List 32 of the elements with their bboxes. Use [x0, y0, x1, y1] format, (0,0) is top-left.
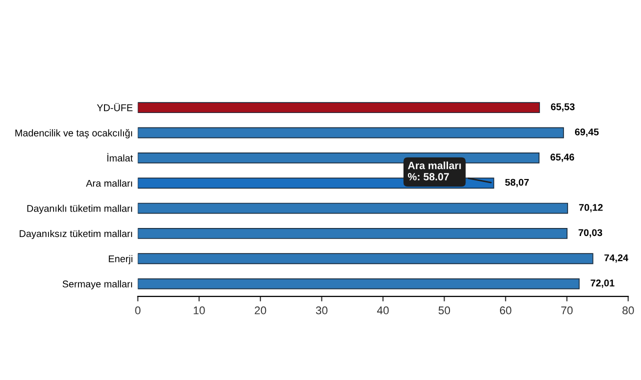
x-tick-label: 60 — [500, 306, 512, 314]
y-tick-label: Sermaye malları — [62, 280, 132, 290]
y-tick-label: YD-ÜFE — [96, 102, 133, 112]
x-tick-label: 80 — [622, 306, 634, 314]
x-tick-label: 20 — [254, 306, 266, 314]
bar — [138, 102, 540, 114]
data-label: 65,46 — [550, 154, 574, 162]
data-label: 74,24 — [604, 254, 628, 263]
x-tick-label: 50 — [438, 306, 450, 314]
data-label: 72,01 — [590, 280, 614, 288]
annotation: Ara malları %: 58.07 — [408, 162, 461, 180]
data-label: 65,53 — [550, 103, 575, 112]
x-tick-label: 0 — [135, 306, 140, 314]
x-tick-label: 10 — [194, 306, 205, 314]
x-tick-label: 70 — [561, 306, 573, 314]
data-label: 70,12 — [579, 204, 603, 212]
y-tick-label: Dayanıksız tüketim malları — [20, 230, 132, 240]
bar — [138, 228, 568, 239]
data-label: 58,07 — [505, 178, 529, 188]
x-tick-label: 30 — [316, 306, 328, 314]
bar — [138, 127, 564, 138]
bar — [138, 202, 568, 214]
bar — [138, 278, 580, 290]
y-tick-label: Enerji — [108, 255, 132, 264]
bar — [138, 253, 594, 264]
y-tick-label: Madencilik ve taş ocakcılığı — [15, 129, 132, 138]
x-tick-label: 40 — [377, 306, 389, 314]
data-label: 70,03 — [578, 229, 602, 238]
data-label: 69,45 — [574, 128, 599, 137]
y-tick-label: İmalat — [107, 153, 133, 162]
y-tick-label: Ara malları — [86, 180, 132, 187]
y-tick-label: Dayanıklı tüketim malları — [27, 204, 132, 214]
